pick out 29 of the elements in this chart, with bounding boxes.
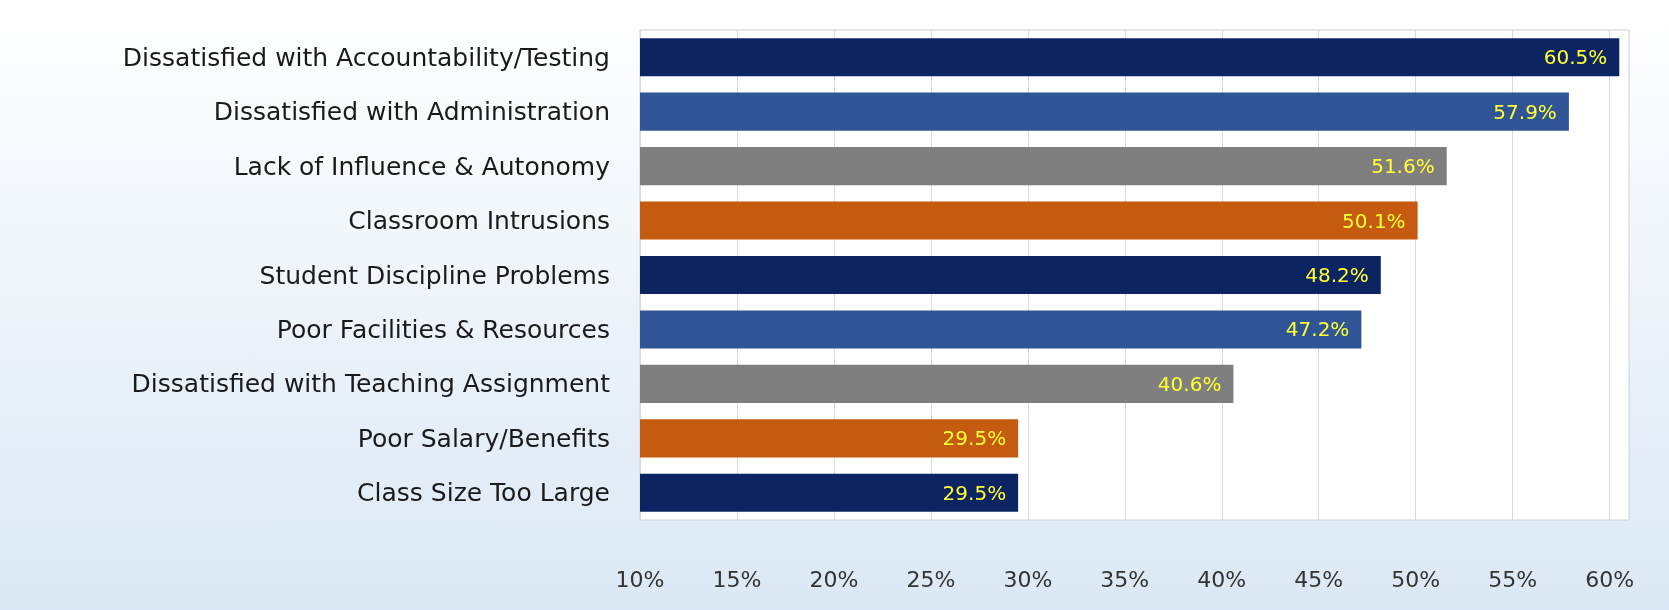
data-label: 50.1% xyxy=(1342,208,1406,233)
x-tick-label: 20% xyxy=(809,566,859,592)
y-tick-label: Lack of Influence & Autonomy xyxy=(233,151,611,181)
y-tick-label: Poor Salary/Benefits xyxy=(357,423,610,453)
data-label: 40.6% xyxy=(1157,371,1222,396)
x-tick-label: 50% xyxy=(1391,566,1441,592)
x-tick-label: 15% xyxy=(712,566,762,592)
y-tick-label: Dissatisfied with Teaching Assignment xyxy=(131,369,611,399)
data-label: 29.5% xyxy=(942,426,1007,451)
x-tick-label: 40% xyxy=(1197,566,1247,592)
y-tick-label: Poor Facilities & Resources xyxy=(276,314,610,344)
x-tick-label: 55% xyxy=(1488,566,1538,592)
x-tick-label: 10% xyxy=(615,566,665,592)
y-tick-label: Classroom Intrusions xyxy=(348,206,610,236)
data-label: 57.9% xyxy=(1493,99,1557,124)
x-tick-label: 30% xyxy=(1003,566,1053,592)
x-tick-label: 60% xyxy=(1585,566,1635,592)
y-tick-label: Dissatisfied with Accountability/Testing xyxy=(122,42,610,72)
y-tick-label: Student Discipline Problems xyxy=(259,260,610,290)
data-label: 60.5% xyxy=(1543,45,1608,70)
x-tick-label: 45% xyxy=(1294,566,1344,592)
data-label: 47.2% xyxy=(1285,317,1350,342)
x-tick-label: 25% xyxy=(906,566,956,592)
data-label: 29.5% xyxy=(942,480,1007,505)
x-tick-label: 35% xyxy=(1100,566,1150,592)
data-label: 51.6% xyxy=(1371,154,1435,179)
y-tick-label: Dissatisfied with Administration xyxy=(213,97,610,127)
y-tick-label: Class Size Too Large xyxy=(357,478,610,508)
data-label: 48.2% xyxy=(1305,263,1369,287)
